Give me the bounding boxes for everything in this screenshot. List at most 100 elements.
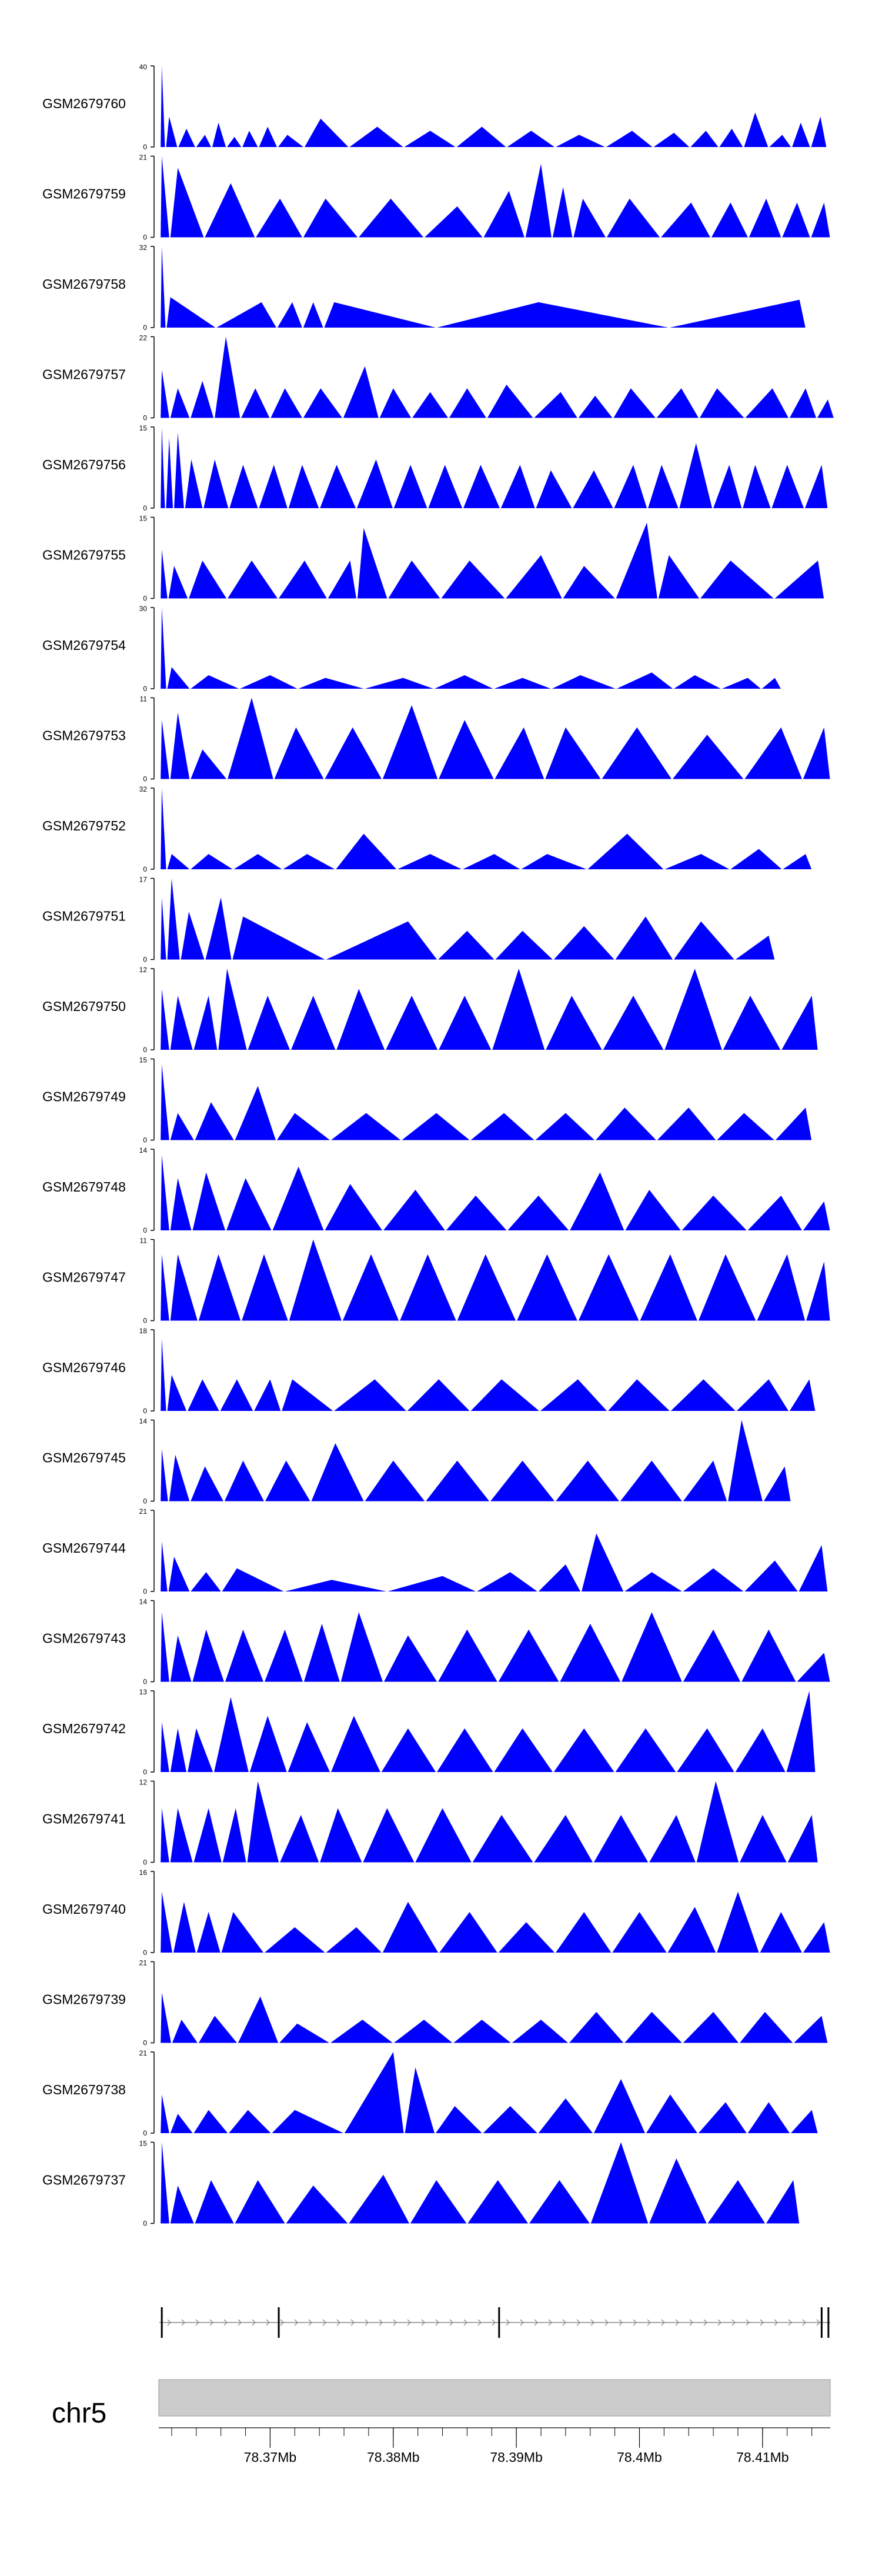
coverage-peak bbox=[172, 2020, 198, 2043]
y-tick-label-zero: 0 bbox=[143, 323, 147, 332]
coverage-peak bbox=[218, 969, 247, 1050]
y-tick-label-zero: 0 bbox=[143, 595, 147, 603]
coverage-peak bbox=[540, 1379, 607, 1411]
track-gsm2679750: GSM2679750 12 0 bbox=[42, 966, 818, 1054]
strand-chevron bbox=[393, 2319, 397, 2326]
coverage-peak bbox=[173, 1901, 196, 1953]
coverage-peak bbox=[288, 1722, 330, 1772]
coverage-peak bbox=[425, 206, 483, 238]
coverage-peak bbox=[553, 926, 614, 960]
coverage-peak bbox=[711, 202, 748, 238]
y-tick-label-zero: 0 bbox=[143, 143, 147, 151]
coverage-peak bbox=[667, 1907, 716, 1953]
coverage-peak bbox=[249, 1716, 287, 1772]
coverage-peak bbox=[811, 202, 830, 238]
strand-chevron bbox=[294, 2319, 298, 2326]
coverage-peak bbox=[161, 897, 166, 960]
coverage-peak bbox=[719, 128, 743, 147]
strand-chevron bbox=[350, 2319, 355, 2326]
track-gsm2679760: GSM2679760 40 0 bbox=[42, 63, 827, 151]
y-tick-label-zero: 0 bbox=[143, 956, 147, 964]
coverage-peak bbox=[278, 135, 303, 147]
coverage-peak bbox=[721, 678, 761, 689]
coverage-peak bbox=[446, 1195, 507, 1230]
coverage-peak bbox=[291, 996, 336, 1050]
track-label: GSM2679751 bbox=[42, 909, 126, 924]
strand-chevron bbox=[195, 2319, 199, 2326]
coverage-peak bbox=[393, 2020, 453, 2043]
coverage-peak bbox=[656, 388, 699, 418]
coverage-peak bbox=[713, 465, 742, 508]
coverage-tracks: GSM2679760400GSM2679759210GSM2679758320G… bbox=[42, 63, 834, 2228]
strand-chevron bbox=[647, 2319, 651, 2326]
coverage-peak bbox=[254, 1379, 281, 1411]
coverage-peak bbox=[161, 1541, 168, 1591]
coverage-peak bbox=[563, 566, 615, 599]
coverage-peak bbox=[283, 854, 335, 869]
coverage-peak bbox=[400, 1254, 456, 1321]
strand-chevron bbox=[238, 2319, 242, 2326]
track-label: GSM2679757 bbox=[42, 367, 126, 382]
coverage-peak bbox=[556, 1460, 619, 1501]
coverage-peak bbox=[259, 465, 288, 508]
coverage-peak bbox=[270, 388, 302, 418]
coverage-peak bbox=[161, 608, 166, 689]
ideogram-bar bbox=[158, 2379, 831, 2417]
coverage-peak bbox=[649, 1815, 696, 1863]
coverage-peak bbox=[191, 381, 214, 418]
track-label: GSM2679740 bbox=[42, 1901, 126, 1917]
coverage-peak bbox=[161, 66, 165, 147]
coverage-peak bbox=[282, 1379, 333, 1411]
coverage-peak bbox=[552, 675, 616, 689]
coverage-peak bbox=[698, 1254, 756, 1321]
coverage-peak bbox=[349, 126, 403, 147]
coverage-peak bbox=[161, 2094, 169, 2133]
coverage-peak bbox=[174, 432, 184, 508]
strand-chevron bbox=[421, 2319, 425, 2326]
coverage-peak bbox=[240, 675, 298, 689]
coverage-peak bbox=[235, 2180, 285, 2224]
x-tick-label: 78.39Mb bbox=[490, 2450, 543, 2465]
coverage-peak bbox=[771, 465, 804, 508]
coverage-peak bbox=[265, 1927, 325, 1953]
coverage-peak bbox=[340, 1612, 383, 1682]
coverage-peak bbox=[382, 1901, 439, 1953]
coverage-peak bbox=[365, 678, 433, 689]
strand-chevron bbox=[463, 2319, 467, 2326]
coverage-peak bbox=[470, 1113, 534, 1140]
strand-chevron bbox=[534, 2319, 538, 2326]
y-tick-label-max: 32 bbox=[139, 243, 148, 252]
coverage-peak bbox=[169, 1454, 190, 1501]
strand-chevron bbox=[689, 2319, 693, 2326]
coverage-peak bbox=[766, 2180, 800, 2224]
coverage-peak bbox=[196, 135, 211, 147]
gene-model-track bbox=[159, 2307, 830, 2338]
strand-chevron bbox=[379, 2319, 383, 2326]
y-tick-label-max: 14 bbox=[139, 1146, 148, 1154]
coverage-peak bbox=[336, 989, 385, 1050]
coverage-peak bbox=[412, 392, 448, 418]
coverage-peak bbox=[596, 1107, 656, 1140]
coverage-peak bbox=[794, 2016, 828, 2043]
chromosome-axis-track: chr5 78.37Mb 78.38Mb 78.39Mb 78.4Mb 78.41Mb bbox=[52, 2379, 831, 2465]
coverage-peak bbox=[624, 2011, 682, 2043]
coverage-peak bbox=[658, 555, 700, 599]
track-label: GSM2679752 bbox=[42, 818, 126, 833]
coverage-peak bbox=[683, 2011, 739, 2043]
exon-mark bbox=[820, 2307, 823, 2338]
coverage-peak bbox=[289, 1239, 342, 1321]
strand-chevron bbox=[604, 2319, 609, 2326]
coverage-peak bbox=[405, 2067, 435, 2133]
track-label: GSM2679744 bbox=[42, 1540, 126, 1556]
coverage-peak bbox=[285, 1580, 387, 1591]
coverage-peak bbox=[407, 1379, 470, 1411]
coverage-peak bbox=[545, 727, 601, 779]
coverage-peak bbox=[616, 522, 657, 599]
coverage-peak bbox=[698, 2102, 747, 2133]
coverage-peak bbox=[383, 1190, 445, 1230]
coverage-peak bbox=[222, 1808, 246, 1863]
y-tick-label-max: 11 bbox=[140, 695, 148, 703]
track-gsm2679753: GSM2679753 11 0 bbox=[42, 695, 830, 783]
coverage-peak bbox=[646, 2094, 697, 2133]
